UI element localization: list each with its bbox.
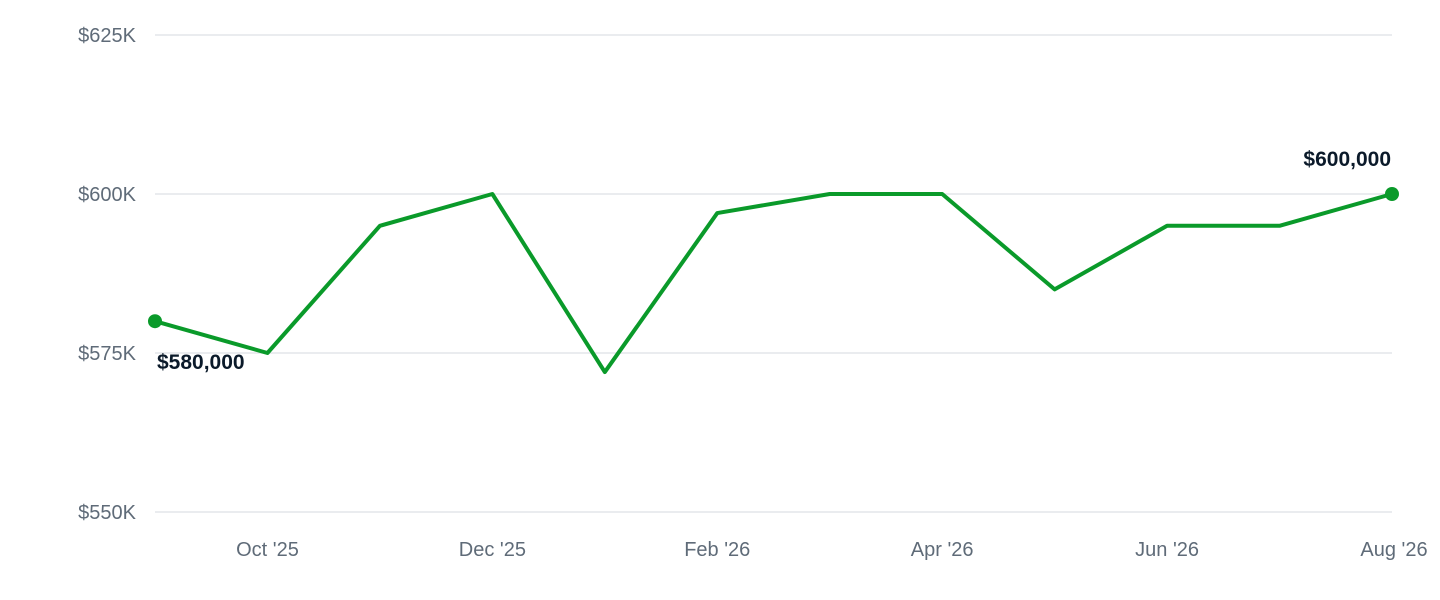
data-label: $580,000 (157, 351, 245, 374)
y-tick-label: $550K (78, 502, 136, 524)
series-line (153, 192, 1394, 375)
x-tick-label: Jun '26 (1135, 539, 1199, 561)
x-tick-label: Apr '26 (911, 539, 974, 561)
y-tick-label: $625K (78, 25, 136, 47)
data-label: $600,000 (1303, 148, 1391, 171)
data-label-layer: $580,000 $600,000 (157, 148, 1391, 374)
grid-layer (155, 34, 1392, 513)
series-layer (148, 187, 1399, 375)
y-tick-label: $575K (78, 343, 136, 365)
data-point-marker[interactable] (1385, 187, 1399, 201)
x-tick-label: Oct '25 (236, 539, 299, 561)
y-axis-ticks: $550K $575K $600K $625K (78, 25, 136, 524)
x-tick-label: Dec '25 (459, 539, 526, 561)
x-tick-label: Aug '26 (1360, 539, 1427, 561)
x-axis-ticks: Oct '25 Dec '25 Feb '26 Apr '26 Jun '26 Aug '… (236, 539, 1428, 561)
x-tick-label: Feb '26 (684, 539, 750, 561)
y-tick-label: $600K (78, 184, 136, 206)
data-point-marker[interactable] (148, 314, 162, 329)
